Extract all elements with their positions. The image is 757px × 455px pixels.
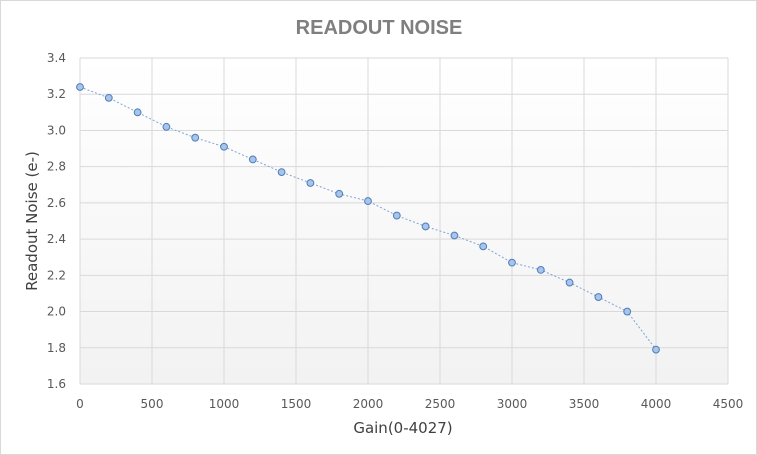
data-point [306, 179, 315, 187]
data-point [277, 168, 286, 177]
x-tick-label: 3000 [497, 397, 528, 411]
data-point [162, 122, 171, 131]
y-tick-label: 1.8 [47, 341, 66, 355]
x-tick-label: 500 [141, 397, 164, 411]
data-point [565, 278, 574, 287]
y-axis-label: Readout Noise (e-) [23, 151, 41, 291]
x-tick-label: 1500 [281, 397, 312, 411]
y-tick-label: 3.0 [47, 123, 66, 137]
y-tick-label: 3.2 [47, 87, 66, 101]
data-point [479, 242, 488, 251]
chart-title: READOUT NOISE [296, 17, 463, 39]
x-tick-label: 2000 [353, 397, 384, 411]
y-tick-labels: 1.6 1.8 2.0 2.2 2.4 2.6 2.8 3.0 3.2 3.4 [47, 51, 66, 391]
data-point [191, 133, 200, 142]
data-point [335, 189, 344, 198]
y-tick-label: 3.4 [47, 51, 66, 65]
x-tick-label: 3500 [569, 397, 600, 411]
data-point [248, 155, 257, 164]
data-point [536, 266, 545, 274]
x-tick-label: 4500 [713, 397, 744, 411]
y-tick-label: 2.4 [47, 232, 66, 246]
plot-area [80, 58, 728, 384]
x-tick-labels: 0 500 1000 1500 2000 2500 3000 3500 4000 4500 [76, 397, 743, 411]
grid-lines [79, 57, 729, 385]
series-line [79, 86, 657, 350]
data-point [76, 83, 84, 91]
data-point [652, 345, 660, 354]
data-point [364, 197, 372, 205]
data-point [623, 307, 632, 316]
data-point [594, 293, 603, 301]
x-tick-label: 0 [76, 397, 84, 411]
y-tick-label: 2.2 [47, 268, 66, 282]
y-tick-label: 2.0 [47, 305, 66, 319]
x-tick-label: 4000 [641, 397, 672, 411]
y-tick-label: 2.8 [47, 160, 66, 174]
data-point [508, 258, 516, 267]
data-point [133, 108, 142, 117]
data-point [421, 222, 430, 231]
data-point [450, 231, 459, 240]
y-tick-label: 1.6 [47, 377, 66, 391]
data-point [392, 211, 401, 220]
x-tick-label: 2500 [425, 397, 456, 411]
data-point [220, 142, 228, 151]
y-tick-label: 2.6 [47, 196, 66, 210]
data-point [104, 93, 113, 102]
x-tick-label: 1000 [209, 397, 240, 411]
series-layer [76, 83, 660, 354]
x-axis-label: Gain(0-4027) [353, 419, 452, 437]
